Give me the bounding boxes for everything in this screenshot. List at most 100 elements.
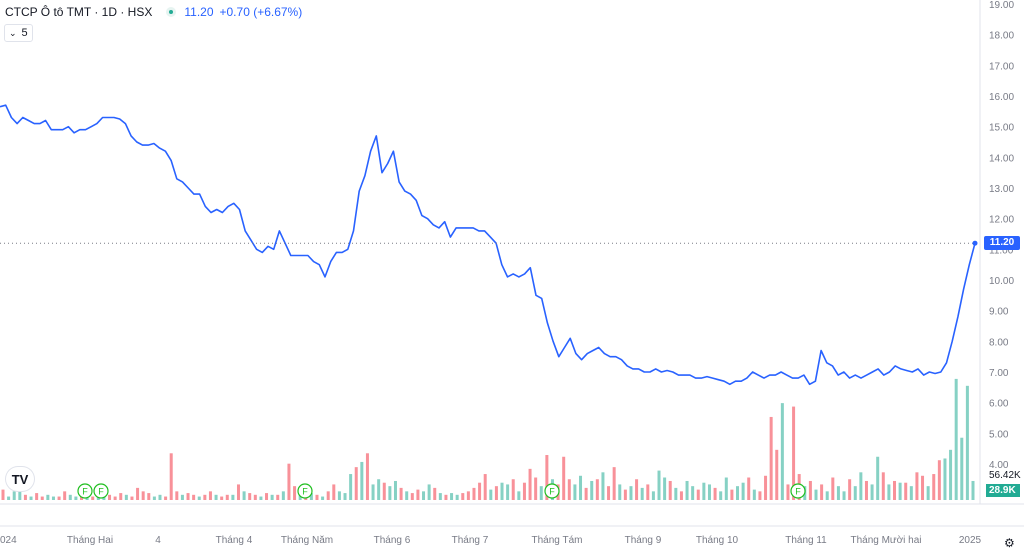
market-status-icon [166, 7, 177, 17]
volume-bar [500, 482, 504, 500]
event-marker-label: F [795, 487, 801, 497]
volume-bar [399, 487, 403, 500]
volume-bar [332, 484, 336, 500]
y-tick-label: 11.00 [989, 245, 1014, 256]
volume-bar [46, 494, 50, 500]
volume-bar [506, 484, 510, 500]
volume-bar [242, 491, 246, 500]
volume-bar [360, 461, 364, 500]
volume-bar [713, 487, 717, 500]
volume-bar [893, 480, 897, 500]
x-tick-label: 024 [0, 535, 17, 546]
volume-ma-label: 56.42K [986, 469, 1021, 482]
volume-last-label: 28.9K [986, 484, 1020, 497]
volume-bar [35, 493, 39, 500]
y-tick-label: 14.00 [989, 153, 1014, 164]
volume-bar [539, 486, 543, 500]
volume-bar [842, 491, 846, 500]
volume-bar [265, 493, 269, 500]
x-tick-label: Tháng Hai [67, 535, 113, 546]
symbol-title[interactable]: CTCP Ô tô TMT · 1D · HSX [5, 5, 153, 19]
volume-bar [836, 486, 840, 500]
volume-bar [814, 489, 818, 500]
volume-bar [949, 449, 953, 500]
volume-bar [416, 489, 420, 500]
event-marker-label: F [82, 487, 88, 497]
volume-bar [612, 467, 616, 500]
volume-bar [853, 486, 857, 500]
volume-bar [478, 482, 482, 500]
volume-bar [186, 493, 190, 500]
x-tick-label: Tháng 7 [452, 535, 489, 546]
gear-icon[interactable]: ⚙ [1004, 536, 1015, 550]
price-change: +0.70 (+6.67%) [219, 5, 303, 19]
volume-bar [326, 491, 330, 500]
volume-bar [259, 496, 263, 500]
volume-bar [455, 494, 459, 500]
volume-bar [668, 480, 672, 500]
x-tick-label: Tháng Năm [281, 535, 333, 546]
volume-bar [769, 416, 773, 500]
event-marker [93, 483, 109, 499]
volume-bar [74, 496, 78, 500]
volume-bar [926, 486, 930, 500]
volume-bar [388, 486, 392, 500]
current-price-label: 11.20 [984, 236, 1020, 250]
volume-bar [747, 477, 751, 500]
volume-bar [349, 474, 353, 500]
volume-bar [40, 496, 44, 500]
volume-bar [579, 475, 583, 500]
volume-bar [786, 484, 790, 500]
volume-bar [573, 484, 577, 500]
volume-bar [248, 493, 252, 500]
volume-bar [287, 463, 291, 500]
volume-bar [808, 480, 812, 500]
volume-bar [904, 482, 908, 500]
volume-bar [293, 486, 297, 500]
volume-bar [736, 486, 740, 500]
volume-bar [18, 484, 22, 500]
indicators-toggle[interactable]: ⌄ 5 [4, 24, 33, 42]
tradingview-logo[interactable]: TV [6, 467, 34, 491]
volume-bar [881, 472, 885, 500]
y-tick-label: 8.00 [989, 337, 1009, 348]
volume-bar [691, 486, 695, 500]
volume-bar [136, 487, 140, 500]
volume-bar [534, 477, 538, 500]
indicators-count: 5 [21, 27, 28, 39]
volume-bar [91, 496, 95, 500]
volume-bar [281, 491, 285, 500]
event-marker-label: F [98, 487, 104, 497]
volume-bar [433, 487, 437, 500]
volume-bar [276, 494, 280, 500]
y-tick-label: 4.00 [989, 460, 1009, 471]
volume-bar [517, 491, 521, 500]
y-tick-label: 15.00 [989, 123, 1014, 134]
volume-bar [169, 453, 173, 500]
volume-bar [848, 479, 852, 500]
volume-bar [590, 480, 594, 500]
volume-bar [343, 493, 347, 500]
x-tick-label: Tháng Mười hai [850, 535, 921, 546]
x-tick-label: 4 [155, 535, 161, 546]
volume-bar [12, 491, 16, 500]
volume-bar [696, 489, 700, 500]
volume-bar [315, 494, 319, 500]
event-marker-label: F [549, 487, 555, 497]
x-tick-label: Tháng 4 [216, 535, 253, 546]
volume-bar [719, 491, 723, 500]
volume-bar [164, 496, 168, 500]
volume-bar [158, 494, 162, 500]
y-tick-label: 6.00 [989, 399, 1009, 410]
volume-bar [567, 479, 571, 500]
event-marker [297, 483, 313, 499]
volume-bar [7, 496, 11, 500]
volume-bar [371, 484, 375, 500]
y-tick-label: 18.00 [989, 31, 1014, 42]
volume-bar [489, 489, 493, 500]
volume-bar [674, 487, 678, 500]
volume-bar [472, 487, 476, 500]
volume-bar [960, 437, 964, 500]
volume-bar [522, 482, 526, 500]
